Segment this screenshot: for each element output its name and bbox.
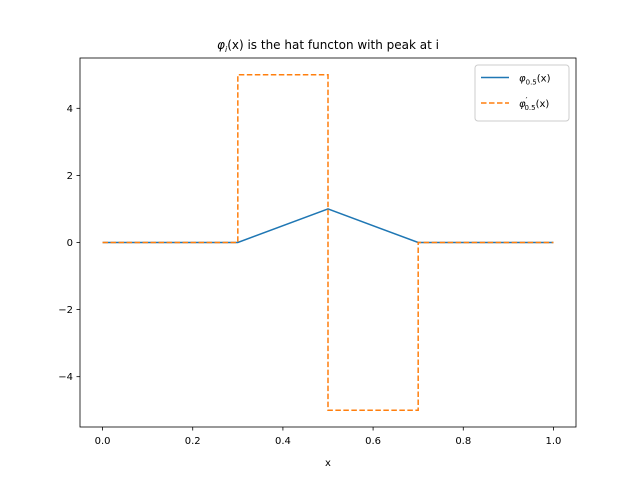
legend-phi-symbol: φ: [519, 74, 526, 85]
legend-dphi-symbol: φ: [519, 99, 526, 110]
x-tick-label: 0.0: [95, 436, 111, 447]
plot-frame: [79, 57, 577, 428]
x-tick-label: 1.0: [546, 436, 562, 447]
legend-label-phi: φ0.5(x): [519, 74, 551, 87]
y-tick-label: 2: [67, 171, 73, 182]
legend-dphi-argument: (x): [536, 99, 550, 110]
x-tick-label: 0.2: [185, 436, 201, 447]
x-tick-label: 0.6: [365, 436, 381, 447]
title-phi: φ: [217, 38, 225, 52]
x-tick-label: 0.4: [275, 436, 291, 447]
y-tick-label: 0: [67, 238, 73, 249]
legend-label-dphi: φ′ 0.5(x): [519, 96, 549, 112]
y-tick-label: −4: [58, 372, 73, 383]
title-argument: (x): [227, 38, 243, 52]
y-tick-label: −2: [58, 305, 73, 316]
chart-title: φi(x) is the hat functon with peak at i: [217, 38, 439, 54]
legend-phi-argument: (x): [537, 74, 551, 85]
series-line-dphi: [102, 74, 554, 411]
legend-box: [474, 64, 570, 122]
legend: φ0.5(x) φ′ 0.5(x): [474, 64, 570, 122]
ticks-layer: 0.0 0.2 0.4 0.6 0.8 1.0 −4 −2 0 2 4: [58, 104, 561, 447]
x-axis-label: x: [325, 458, 331, 469]
legend-phi-subscript: 0.5: [526, 79, 537, 87]
y-tick-label: 4: [67, 104, 73, 115]
series-layer: [102, 74, 554, 411]
title-rest: is the hat functon with peak at i: [244, 38, 439, 52]
legend-dphi-prime: ′: [526, 96, 528, 105]
legend-dphi-subscript: 0.5: [524, 104, 535, 112]
title-subscript: i: [225, 45, 228, 54]
x-tick-label: 0.8: [455, 436, 471, 447]
